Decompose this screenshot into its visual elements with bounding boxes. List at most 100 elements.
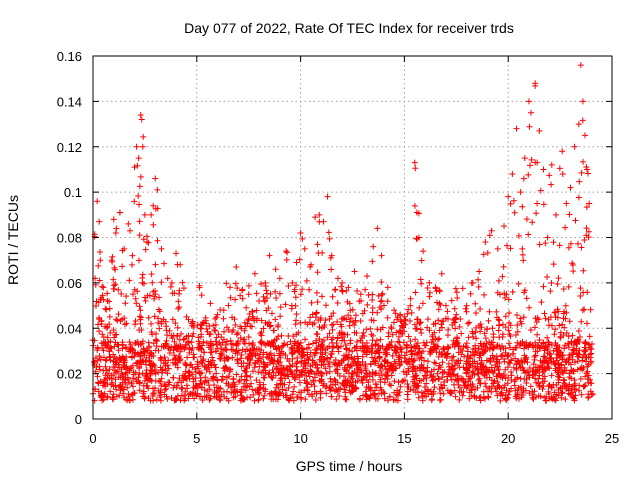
data-point (432, 335, 439, 342)
data-point (329, 348, 336, 355)
data-point (496, 384, 503, 391)
data-point (116, 209, 123, 216)
data-point (444, 332, 451, 339)
data-point (113, 393, 120, 400)
data-point (141, 294, 148, 301)
data-point (113, 386, 120, 393)
data-point (265, 305, 272, 312)
data-point (429, 377, 436, 384)
data-point (395, 397, 402, 404)
data-point (523, 295, 530, 302)
data-point (235, 330, 242, 337)
data-point (446, 389, 453, 396)
data-point (220, 307, 227, 314)
data-point (295, 329, 302, 336)
data-point (297, 394, 304, 401)
data-point (168, 279, 175, 286)
data-point (282, 301, 289, 308)
data-point (111, 367, 118, 374)
data-point (465, 348, 472, 355)
data-point (319, 370, 326, 377)
data-point (314, 361, 321, 368)
data-point (547, 355, 554, 362)
data-point (181, 335, 188, 342)
data-point (513, 365, 520, 372)
data-point (412, 336, 419, 343)
data-point (377, 336, 384, 343)
data-point (301, 361, 308, 368)
data-point (345, 284, 352, 291)
data-point (571, 359, 578, 366)
data-point (151, 389, 158, 396)
data-point (229, 346, 236, 353)
data-point (175, 305, 182, 312)
data-point (449, 341, 456, 348)
data-point (484, 388, 491, 395)
data-point (519, 203, 526, 210)
data-point (490, 380, 497, 387)
data-point (314, 331, 321, 338)
data-point (333, 340, 340, 347)
data-point (312, 397, 319, 404)
data-point (541, 310, 548, 317)
data-point (171, 290, 178, 297)
data-point (519, 251, 526, 258)
data-point (334, 275, 341, 282)
data-point (303, 277, 310, 284)
data-point (582, 347, 589, 354)
data-point (157, 354, 164, 361)
data-point (249, 308, 256, 315)
data-point (574, 353, 581, 360)
data-point (311, 383, 318, 390)
data-point (287, 368, 294, 375)
data-point (282, 352, 289, 359)
axis-ticks: 0 5 10 15 20 25 0 0.02 0.04 0.06 0.08 0.1 0.12 0.14 0.… (57, 49, 620, 446)
data-point (419, 300, 426, 307)
data-point (207, 300, 214, 307)
data-point (331, 286, 338, 293)
data-point (488, 383, 495, 390)
data-point (136, 365, 143, 372)
data-point (573, 350, 580, 357)
data-point (437, 381, 444, 388)
data-point (531, 353, 538, 360)
data-point (579, 307, 586, 314)
data-point (160, 260, 167, 267)
data-point (348, 363, 355, 370)
data-point (390, 363, 397, 370)
data-point (284, 341, 291, 348)
data-point (397, 327, 404, 334)
data-point (469, 360, 476, 367)
data-point (349, 370, 356, 377)
data-point (137, 111, 144, 118)
data-point (552, 361, 559, 368)
data-point (362, 361, 369, 368)
data-point (205, 361, 212, 368)
data-point (206, 368, 213, 375)
data-point (153, 396, 160, 403)
data-point (157, 387, 164, 394)
data-point (242, 384, 249, 391)
data-point (129, 347, 136, 354)
data-point (497, 391, 504, 398)
data-point (103, 306, 110, 313)
data-point (559, 148, 566, 155)
data-point (158, 245, 165, 252)
data-point (99, 344, 106, 351)
data-point (162, 367, 169, 374)
data-point (400, 368, 407, 375)
data-point (430, 388, 437, 395)
data-point (587, 388, 594, 395)
data-point (241, 376, 248, 383)
data-point (190, 330, 197, 337)
data-point (490, 355, 497, 362)
data-point (256, 363, 263, 370)
data-point (245, 315, 252, 322)
data-point (424, 369, 431, 376)
data-point (114, 341, 121, 348)
data-point (222, 342, 229, 349)
data-point (427, 387, 434, 394)
data-point (451, 381, 458, 388)
data-point (511, 378, 518, 385)
data-point (166, 379, 173, 386)
